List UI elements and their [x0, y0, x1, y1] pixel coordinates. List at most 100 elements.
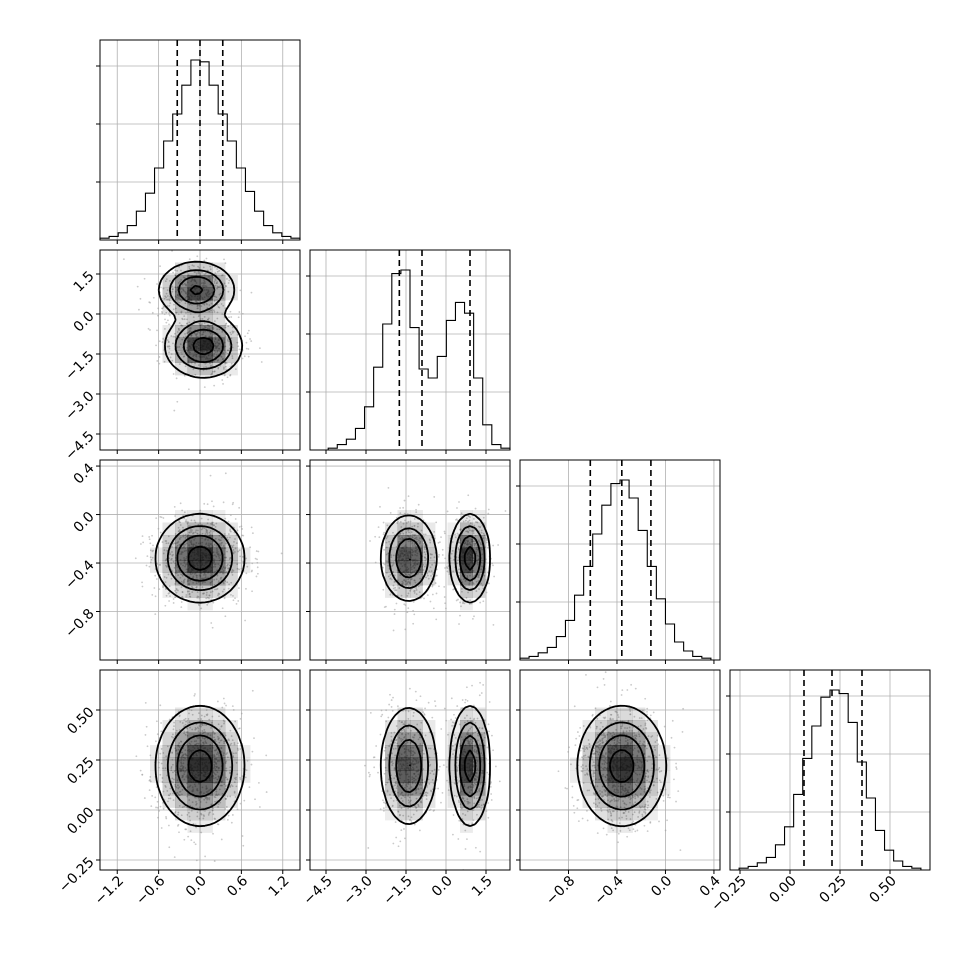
- sample-point: [165, 247, 167, 249]
- sample-point: [399, 574, 402, 577]
- sample-point: [168, 304, 171, 307]
- sample-point: [244, 619, 246, 622]
- sample-point: [474, 507, 477, 510]
- sample-point: [434, 700, 436, 703]
- sample-point: [165, 755, 168, 758]
- sample-point: [183, 718, 186, 721]
- sample-point: [160, 730, 163, 733]
- sample-point: [174, 582, 177, 585]
- density-cell: [397, 770, 411, 783]
- sample-point: [232, 599, 235, 602]
- sample-point: [458, 541, 461, 544]
- sample-point: [222, 367, 225, 370]
- sample-point: [443, 596, 446, 598]
- density-cell: [212, 312, 226, 326]
- sample-point: [280, 552, 283, 555]
- density-cell: [175, 782, 188, 796]
- sample-point: [221, 351, 224, 354]
- sample-point: [386, 790, 389, 793]
- sample-point: [389, 577, 392, 580]
- sample-point: [182, 526, 184, 529]
- sample-point: [457, 838, 460, 840]
- sample-point: [239, 717, 242, 720]
- sample-point: [189, 327, 192, 330]
- sample-point: [220, 725, 223, 728]
- sample-point: [387, 486, 390, 489]
- sample-point: [236, 567, 239, 570]
- sample-point: [176, 269, 179, 272]
- sample-point: [192, 316, 195, 319]
- sample-point: [228, 583, 231, 586]
- sample-point: [165, 594, 168, 597]
- sample-point: [197, 523, 200, 526]
- sample-point: [165, 588, 167, 591]
- sample-point: [224, 788, 227, 790]
- density-cell: [187, 262, 201, 276]
- sample-point: [392, 799, 395, 802]
- sample-point: [183, 318, 186, 321]
- sample-point: [216, 270, 219, 273]
- sample-point: [451, 541, 454, 543]
- sample-point: [390, 732, 393, 734]
- sample-point: [194, 373, 197, 376]
- sample-point: [408, 819, 411, 821]
- density-cell: [175, 720, 188, 733]
- sample-point: [186, 322, 189, 325]
- sample-point: [230, 735, 233, 737]
- sample-point: [189, 726, 191, 729]
- sample-point: [212, 813, 215, 816]
- sample-point: [456, 766, 459, 769]
- sample-point: [413, 518, 416, 520]
- sample-point: [466, 810, 469, 813]
- sample-point: [154, 796, 157, 799]
- density-cell: [187, 757, 201, 771]
- sample-point: [238, 525, 241, 528]
- sample-point: [410, 819, 413, 822]
- sample-point: [202, 369, 205, 372]
- sample-point: [466, 699, 469, 702]
- sample-point: [163, 360, 166, 363]
- sample-point: [400, 526, 403, 528]
- sample-point: [397, 520, 399, 523]
- sample-point: [184, 302, 187, 305]
- density-cell: [212, 807, 226, 821]
- panel-content: [122, 247, 263, 412]
- sample-point: [179, 524, 182, 526]
- sample-point: [173, 725, 175, 728]
- sample-point: [184, 247, 186, 249]
- sample-point: [227, 290, 230, 293]
- sample-point: [427, 701, 430, 704]
- sample-point: [235, 602, 238, 605]
- sample-point: [415, 587, 418, 589]
- sample-point: [162, 585, 165, 587]
- sample-point: [403, 786, 406, 789]
- sample-point: [413, 590, 416, 592]
- sample-point: [172, 271, 174, 274]
- sample-point: [216, 311, 219, 314]
- sample-point: [191, 713, 194, 716]
- sample-point: [432, 810, 435, 812]
- sample-point: [190, 839, 193, 842]
- sample-point: [161, 777, 164, 779]
- sample-point: [165, 278, 168, 281]
- sample-point: [188, 721, 191, 724]
- sample-point: [233, 540, 235, 543]
- sample-point: [197, 265, 199, 268]
- sample-point: [216, 751, 219, 754]
- density-cell: [175, 287, 188, 301]
- sample-point: [224, 472, 227, 475]
- sample-point: [229, 331, 232, 334]
- sample-point: [206, 318, 209, 321]
- sample-point: [410, 786, 413, 789]
- sample-point: [469, 738, 472, 741]
- sample-point: [437, 541, 440, 544]
- sample-point: [472, 740, 474, 743]
- sample-point: [148, 779, 151, 781]
- sample-point: [411, 533, 414, 536]
- sample-point: [183, 581, 185, 584]
- sample-point: [151, 593, 154, 596]
- sample-point: [419, 728, 422, 731]
- sample-point: [250, 291, 253, 294]
- sample-point: [228, 536, 231, 539]
- sample-point: [178, 346, 181, 348]
